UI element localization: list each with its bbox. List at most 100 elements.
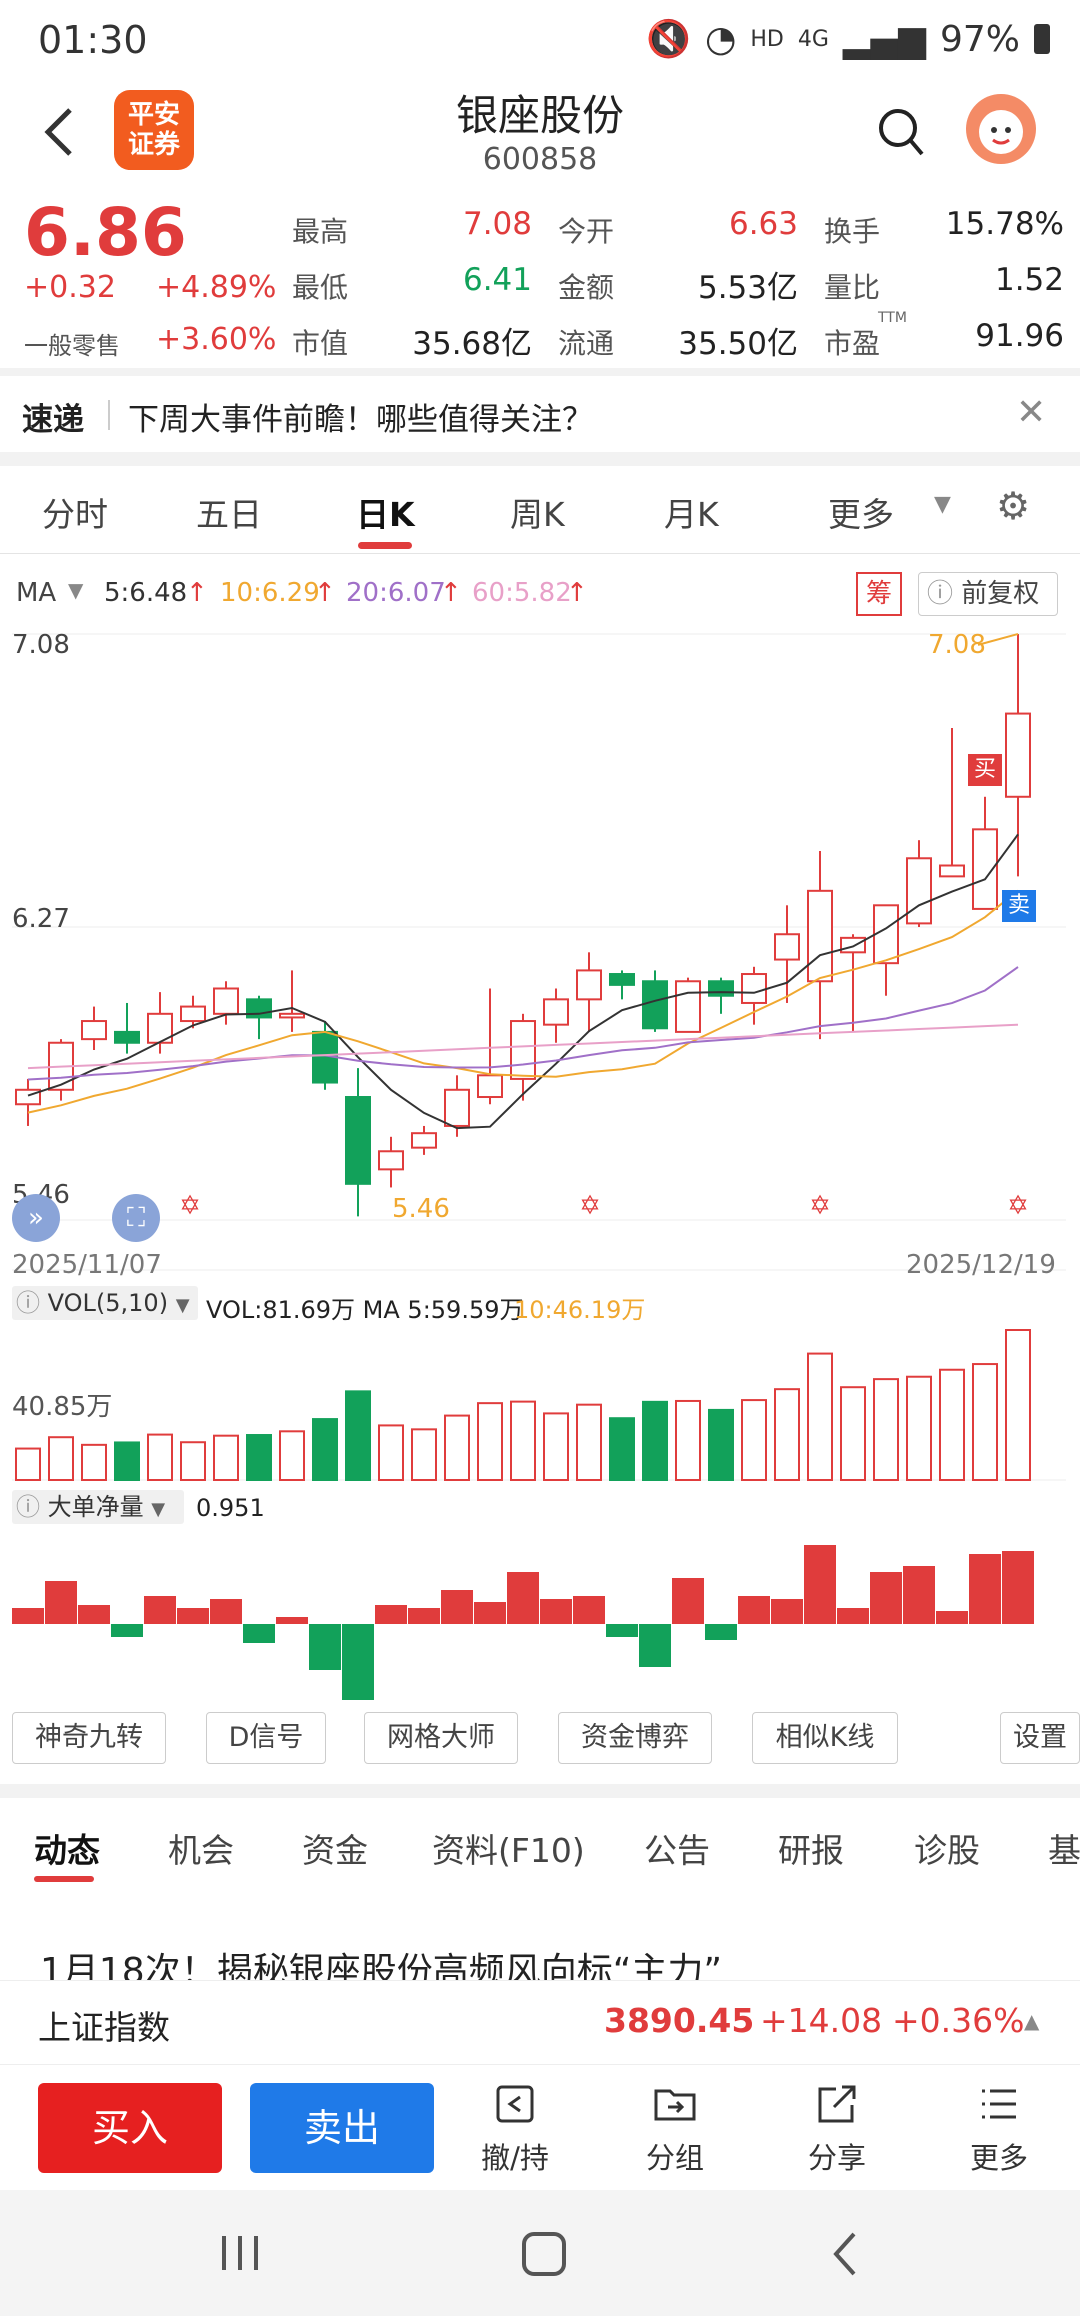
volume-bar (444, 1414, 470, 1482)
tab-fund-more[interactable]: 基 (1048, 1831, 1080, 1870)
more-button[interactable]: 更多 (944, 2079, 1054, 2177)
volume-bar (609, 1417, 635, 1481)
high-label: 最高 (292, 215, 349, 248)
tab-more[interactable]: 更多 (828, 495, 894, 534)
back-nav-icon[interactable] (833, 2232, 856, 2276)
chevron-down-icon[interactable]: ▼ (934, 492, 951, 517)
candle-body (213, 987, 239, 1015)
sector-change[interactable]: +3.60% (156, 322, 277, 357)
expand-icon[interactable]: » (12, 1194, 60, 1242)
net-flow-bar (12, 1608, 44, 1624)
tab-intraday[interactable]: 分时 (42, 495, 108, 534)
ma10-line (27, 889, 1019, 1114)
buy-signal-marker[interactable]: 买 (968, 754, 1002, 786)
candle-body (906, 857, 932, 925)
tool-grid-master[interactable]: 网格大师 (364, 1712, 518, 1764)
tool-settings[interactable]: 设置 (1000, 1712, 1080, 1764)
fullscreen-icon[interactable]: ⛶ (112, 1194, 160, 1242)
news-separator (108, 400, 110, 430)
net-flow-bar (408, 1608, 440, 1624)
news-ticker[interactable]: 速递 下周大事件前瞻！哪些值得关注？ ✕ (0, 378, 1080, 452)
net-flow-bar (111, 1624, 143, 1637)
high-mark-leader (977, 633, 1019, 646)
volume-bar (411, 1428, 437, 1481)
mcap-value: 35.68亿 (412, 326, 532, 362)
volume-bar (180, 1441, 206, 1481)
volume-bar (1005, 1329, 1031, 1481)
ma60-value: 60:5.82 (472, 578, 572, 608)
chevron-down-icon: ▼ (175, 1295, 190, 1316)
index-ticker[interactable]: 上证指数 3890.45 +14.08 +0.36% ▲ (0, 1980, 1080, 2062)
pe-ttm-label: TTM (878, 310, 907, 326)
tab-news[interactable]: 动态 (34, 1831, 100, 1870)
turnover-value: 15.78% (945, 206, 1064, 242)
group-label: 分组 (645, 2141, 704, 2175)
index-pct: +0.36% (892, 2001, 1025, 2040)
candle-body (81, 1020, 107, 1041)
tool-fund-game[interactable]: 资金博弈 (558, 1712, 712, 1764)
tool-d-signal[interactable]: D信号 (206, 1712, 326, 1764)
gear-icon[interactable]: ⚙ (996, 484, 1031, 528)
info-icon: ⓘ (927, 579, 962, 609)
status-time: 01:30 (38, 18, 148, 62)
chip-button[interactable]: 筹 (856, 572, 902, 616)
price-adjust-button[interactable]: ⓘ 前复权 (918, 572, 1058, 616)
volume-bar (510, 1400, 536, 1481)
tab-funds[interactable]: 资金 (302, 1831, 368, 1870)
sell-signal-marker[interactable]: 卖 (1002, 890, 1036, 922)
chevron-down-icon[interactable]: ▼ (68, 578, 84, 602)
chevron-up-icon[interactable]: ▲ (1024, 2009, 1040, 2033)
volume-bar (840, 1386, 866, 1482)
tab-weekly-k[interactable]: 周K (510, 495, 565, 534)
sector-label[interactable]: 一般零售 (24, 332, 120, 360)
index-value: 3890.45 (604, 2001, 755, 2040)
kline-chart[interactable]: ✡✡✡✡ 7.08 6.27 5.46 7.08 5.46 2025/11/07… (0, 620, 1080, 1700)
system-nav-bar (0, 2190, 1080, 2316)
candle-body (114, 1030, 140, 1044)
sell-button[interactable]: 卖出 (250, 2083, 434, 2173)
ma-label[interactable]: MA (16, 578, 57, 608)
recent-apps-icon[interactable] (222, 2236, 258, 2270)
net-indicator-button[interactable]: ⓘ 大单净量 ▼ (12, 1490, 184, 1524)
price-axis-top: 7.08 (12, 630, 70, 660)
share-button[interactable]: 分享 (782, 2079, 892, 2177)
withdraw-button[interactable]: 撤/持 (460, 2079, 570, 2177)
network-label: HD (750, 26, 784, 52)
home-icon[interactable] (522, 2232, 566, 2276)
tab-opportunity[interactable]: 机会 (168, 1831, 234, 1870)
buy-button[interactable]: 买入 (38, 2083, 222, 2173)
net-flow-bar (672, 1578, 704, 1624)
tool-similar-k[interactable]: 相似K线 (752, 1712, 898, 1764)
tab-profile[interactable]: 资料(F10) (432, 1831, 585, 1870)
close-icon[interactable]: ✕ (1016, 392, 1047, 433)
assistant-avatar-icon[interactable] (966, 94, 1036, 164)
candle-body (378, 1150, 404, 1171)
candle-body (477, 1074, 503, 1099)
tab-five-day[interactable]: 五日 (196, 495, 262, 534)
search-icon[interactable] (876, 104, 926, 160)
tab-diagnosis[interactable]: 诊股 (914, 1831, 980, 1870)
news-headline[interactable]: 1月18次！揭秘银座股份高频风向标“主力” (40, 1951, 723, 1980)
volume-bar (345, 1390, 371, 1481)
kline-svg[interactable]: ✡ ✡ ✡ ✡ (0, 620, 1080, 1700)
tool-nine-turn[interactable]: 神奇九转 (12, 1712, 166, 1764)
turnover-label: 换手 (824, 215, 881, 248)
quote-panel: 6.86 +0.32 +4.89% 一般零售 +3.60% 最高 7.08 今开… (0, 192, 1080, 368)
battery-level: 97% (939, 18, 1020, 60)
ma20-value: 20:6.07 (346, 578, 446, 608)
net-flow-bar (309, 1624, 341, 1670)
volume-bar (807, 1352, 833, 1482)
back-icon[interactable] (40, 102, 80, 162)
group-button[interactable]: 分组 (620, 2079, 730, 2177)
tab-daily-k[interactable]: 日K (356, 495, 415, 534)
battery-icon (1034, 24, 1050, 54)
tab-monthly-k[interactable]: 月K (664, 495, 719, 534)
vol-indicator-button[interactable]: ⓘ VOL(5,10) ▼ (12, 1286, 198, 1320)
vol-ma10-value: 10:46.19万 (514, 1296, 646, 1324)
tab-announcement[interactable]: 公告 (644, 1831, 710, 1870)
info-icon: ⓘ (16, 1493, 48, 1521)
volume-bar (114, 1441, 140, 1482)
news-text[interactable]: 下周大事件前瞻！哪些值得关注？ (128, 402, 593, 438)
volume-ratio-label: 量比 (824, 271, 881, 304)
tab-research[interactable]: 研报 (778, 1831, 844, 1870)
